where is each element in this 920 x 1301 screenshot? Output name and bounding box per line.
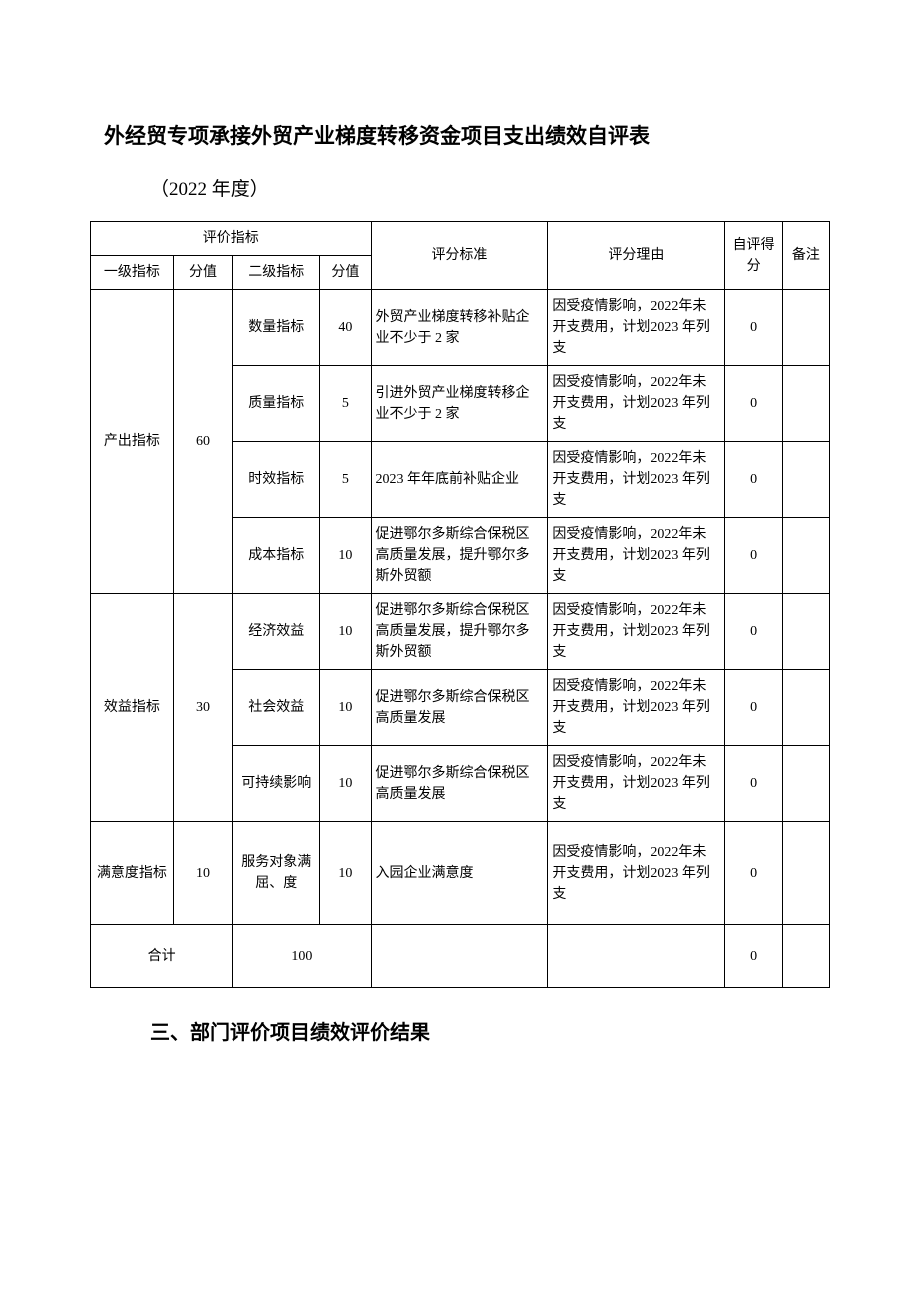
level1-cell: 满意度指标 xyxy=(91,822,174,925)
level2-cell: 数量指标 xyxy=(233,290,320,366)
score2-cell: 10 xyxy=(320,822,371,925)
remark-cell xyxy=(782,290,829,366)
section-heading: 三、部门评价项目绩效评价结果 xyxy=(150,1016,830,1045)
remark-cell xyxy=(782,670,829,746)
header-remark: 备注 xyxy=(782,222,829,290)
standard-cell: 促进鄂尔多斯综合保税区高质量发展，提升鄂尔多斯外贸额 xyxy=(371,518,548,594)
score1-cell: 60 xyxy=(173,290,233,594)
score2-cell: 40 xyxy=(320,290,371,366)
score2-cell: 10 xyxy=(320,746,371,822)
selfscore-cell: 0 xyxy=(725,442,783,518)
score1-cell: 10 xyxy=(173,822,233,925)
selfscore-cell: 0 xyxy=(725,290,783,366)
level2-cell: 经济效益 xyxy=(233,594,320,670)
reason-cell: 因受疫情影响，2022年未开支费用，计划2023 年列支 xyxy=(548,366,725,442)
standard-cell: 促进鄂尔多斯综合保税区高质量发展 xyxy=(371,670,548,746)
level2-cell: 时效指标 xyxy=(233,442,320,518)
selfscore-cell: 0 xyxy=(725,518,783,594)
standard-cell: 外贸产业梯度转移补贴企业不少于 2 家 xyxy=(371,290,548,366)
reason-cell: 因受疫情影响，2022年未开支费用，计划2023 年列支 xyxy=(548,670,725,746)
header-level2: 二级指标 xyxy=(233,256,320,290)
header-score1: 分值 xyxy=(173,256,233,290)
standard-cell: 促进鄂尔多斯综合保税区高质量发展 xyxy=(371,746,548,822)
reason-cell: 因受疫情影响，2022年未开支费用，计划2023 年列支 xyxy=(548,442,725,518)
total-standard xyxy=(371,925,548,988)
standard-cell: 引进外贸产业梯度转移企业不少于 2 家 xyxy=(371,366,548,442)
remark-cell xyxy=(782,518,829,594)
total-reason xyxy=(548,925,725,988)
selfscore-cell: 0 xyxy=(725,670,783,746)
level2-cell: 社会效益 xyxy=(233,670,320,746)
remark-cell xyxy=(782,594,829,670)
reason-cell: 因受疫情影响，2022年未开支费用，计划2023 年列支 xyxy=(548,746,725,822)
score2-cell: 5 xyxy=(320,366,371,442)
remark-cell xyxy=(782,442,829,518)
header-reason: 评分理由 xyxy=(548,222,725,290)
year-line: （2022 年度） xyxy=(150,174,830,201)
table-row: 满意度指标 10 服务对象满屈、度 10 入园企业满意度 因受疫情影响，2022… xyxy=(91,822,830,925)
remark-cell xyxy=(782,822,829,925)
reason-cell: 因受疫情影响，2022年未开支费用，计划2023 年列支 xyxy=(548,594,725,670)
score1-cell: 30 xyxy=(173,594,233,822)
header-standard: 评分标准 xyxy=(371,222,548,290)
level2-cell: 可持续影响 xyxy=(233,746,320,822)
total-row: 合计 100 0 xyxy=(91,925,830,988)
evaluation-table: 评价指标 评分标准 评分理由 自评得分 备注 一级指标 分值 二级指标 分值 产… xyxy=(90,221,830,988)
header-row-1: 评价指标 评分标准 评分理由 自评得分 备注 xyxy=(91,222,830,256)
level2-cell: 质量指标 xyxy=(233,366,320,442)
reason-cell: 因受疫情影响，2022年未开支费用，计划2023 年列支 xyxy=(548,290,725,366)
level1-cell: 效益指标 xyxy=(91,594,174,822)
header-eval-indicator: 评价指标 xyxy=(91,222,372,256)
header-self-score: 自评得分 xyxy=(725,222,783,290)
standard-cell: 促进鄂尔多斯综合保税区高质量发展，提升鄂尔多斯外贸额 xyxy=(371,594,548,670)
standard-cell: 2023 年年底前补贴企业 xyxy=(371,442,548,518)
total-selfscore: 0 xyxy=(725,925,783,988)
header-score2: 分值 xyxy=(320,256,371,290)
total-label: 合计 xyxy=(91,925,233,988)
table-row: 效益指标 30 经济效益 10 促进鄂尔多斯综合保税区高质量发展，提升鄂尔多斯外… xyxy=(91,594,830,670)
score2-cell: 5 xyxy=(320,442,371,518)
reason-cell: 因受疫情影响，2022年未开支费用，计划2023 年列支 xyxy=(548,822,725,925)
remark-cell xyxy=(782,746,829,822)
score2-cell: 10 xyxy=(320,518,371,594)
remark-cell xyxy=(782,366,829,442)
table-row: 产出指标 60 数量指标 40 外贸产业梯度转移补贴企业不少于 2 家 因受疫情… xyxy=(91,290,830,366)
score2-cell: 10 xyxy=(320,594,371,670)
total-remark xyxy=(782,925,829,988)
document-title: 外经贸专项承接外贸产业梯度转移资金项目支出绩效自评表 xyxy=(104,120,830,150)
standard-cell: 入园企业满意度 xyxy=(371,822,548,925)
reason-cell: 因受疫情影响，2022年未开支费用，计划2023 年列支 xyxy=(548,518,725,594)
total-score: 100 xyxy=(233,925,371,988)
selfscore-cell: 0 xyxy=(725,594,783,670)
level1-cell: 产出指标 xyxy=(91,290,174,594)
selfscore-cell: 0 xyxy=(725,746,783,822)
header-level1: 一级指标 xyxy=(91,256,174,290)
level2-cell: 成本指标 xyxy=(233,518,320,594)
selfscore-cell: 0 xyxy=(725,366,783,442)
selfscore-cell: 0 xyxy=(725,822,783,925)
score2-cell: 10 xyxy=(320,670,371,746)
level2-cell: 服务对象满屈、度 xyxy=(233,822,320,925)
